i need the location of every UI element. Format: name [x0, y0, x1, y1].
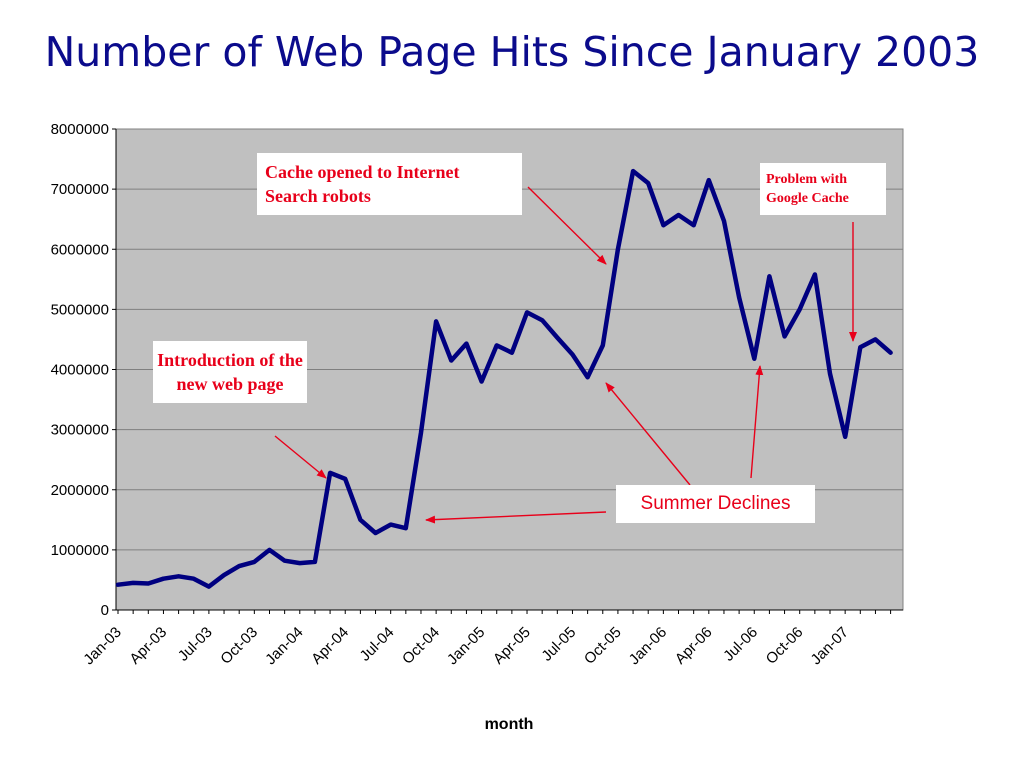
y-tick-label: 8000000	[51, 121, 109, 138]
annotation-introduction: Introduction of the new web page	[153, 341, 307, 403]
x-tick-label: Oct-03	[217, 624, 261, 668]
x-tick-label: Jan-03	[80, 624, 124, 668]
annotation-summer-declines: Summer Declines	[616, 485, 815, 523]
x-tick-label: Jul-05	[538, 624, 579, 665]
arrow-summer-1	[425, 511, 607, 524]
x-tick-label: Jan-05	[444, 624, 488, 668]
page-title: Number of Web Page Hits Since January 20…	[44, 28, 980, 76]
x-tick-label: Jan-06	[626, 624, 670, 668]
axes	[112, 128, 903, 614]
annotation-cache-opened: Cache opened to Internet Search robots	[257, 153, 522, 215]
x-tick-label: Apr-04	[308, 624, 352, 668]
arrow-cache	[527, 186, 607, 265]
series-line-hits	[115, 168, 893, 589]
y-tick-label: 4000000	[51, 362, 109, 379]
y-tick-label: 5000000	[51, 301, 109, 318]
y-tick-label: 1000000	[51, 542, 109, 559]
y-tick-label: 2000000	[51, 482, 109, 499]
y-tick-label: 7000000	[51, 181, 109, 198]
arrow-summer-2	[605, 382, 691, 486]
x-tick-label: Jul-04	[357, 624, 398, 665]
x-tick-label: Apr-05	[490, 624, 534, 668]
series-layer	[115, 168, 893, 589]
x-tick-label: Oct-06	[763, 624, 807, 668]
annotation-arrows	[274, 186, 857, 524]
x-tick-label: Jul-03	[175, 624, 216, 665]
x-tick-label: Apr-06	[672, 624, 716, 668]
arrow-intro	[274, 435, 327, 479]
x-tick-label: Jan-04	[262, 624, 306, 668]
arrow-summer-3	[750, 365, 764, 479]
x-tick-label: Oct-04	[399, 624, 443, 668]
y-tick-label: 0	[101, 602, 109, 619]
x-tick-label: Jan-07	[808, 624, 852, 668]
annotation-google-cache: Problem with Google Cache	[760, 163, 886, 215]
x-axis-title: month	[485, 716, 534, 733]
x-tick-label: Apr-03	[126, 624, 170, 668]
x-tick-label: Oct-05	[581, 624, 625, 668]
y-tick-label: 3000000	[51, 422, 109, 439]
y-tick-label: 6000000	[51, 241, 109, 258]
x-tick-label: Jul-06	[720, 624, 761, 665]
